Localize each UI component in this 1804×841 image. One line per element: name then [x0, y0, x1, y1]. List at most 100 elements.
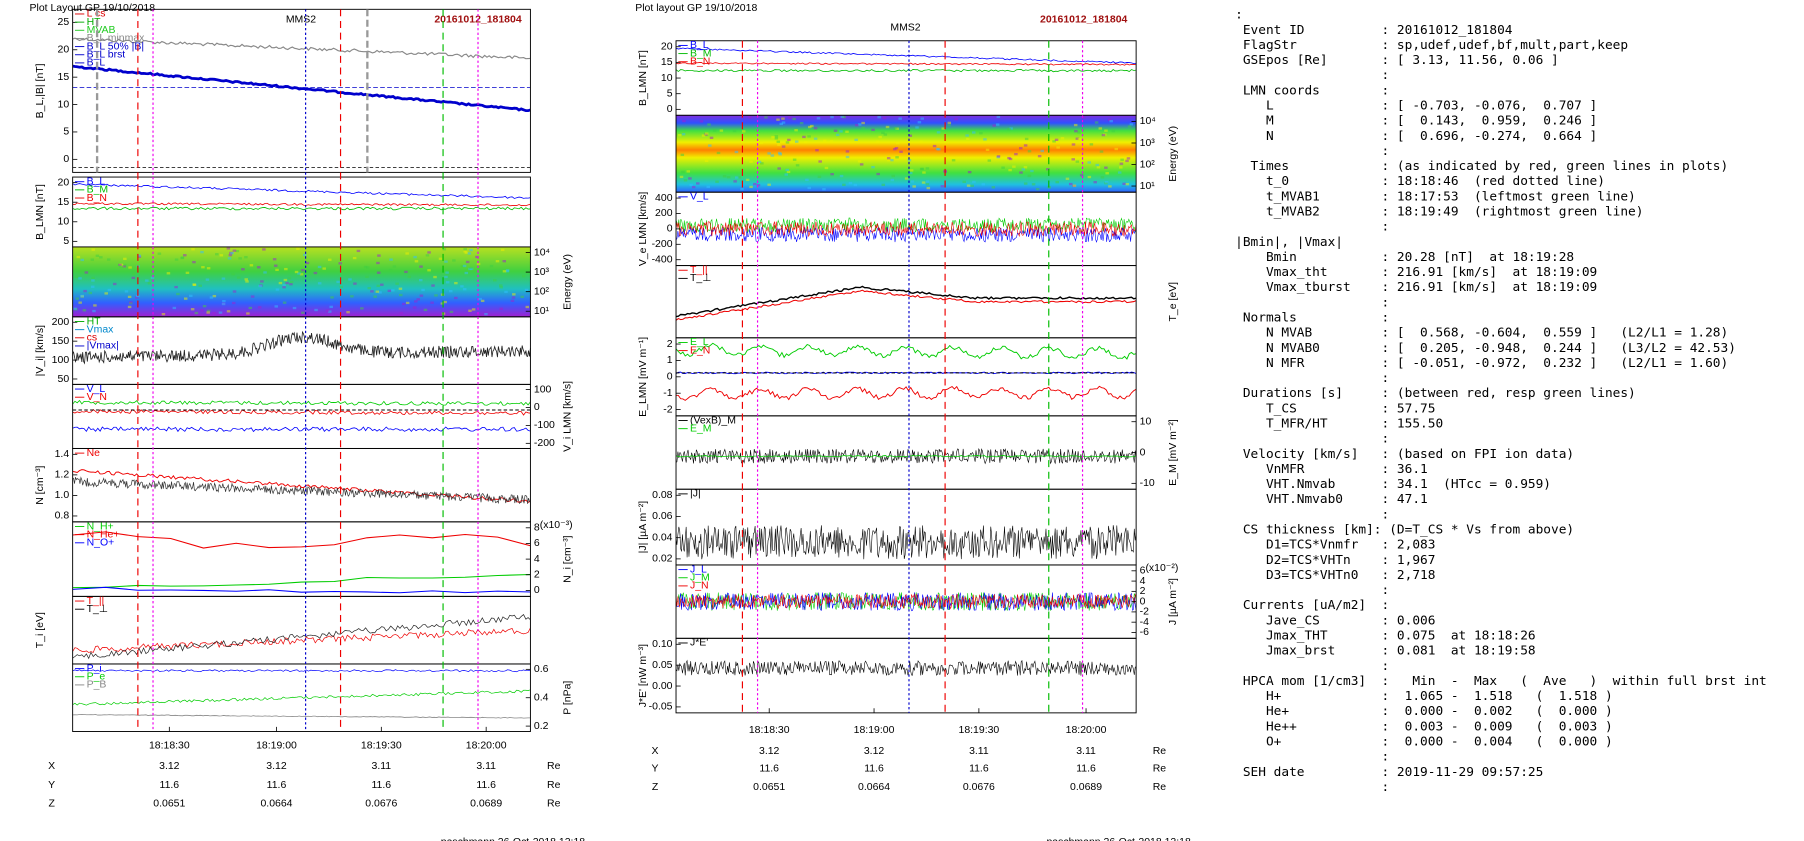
spectrogram-texture	[421, 288, 425, 292]
y-tick-label: 2	[667, 339, 673, 350]
spectrogram-texture	[84, 271, 89, 274]
spectrogram-texture	[449, 289, 453, 293]
spectrogram-texture	[273, 264, 278, 267]
spectrogram-texture	[1068, 182, 1073, 186]
spectrogram-texture	[770, 154, 775, 157]
spectrogram-texture	[894, 146, 899, 150]
spectrogram-texture	[848, 181, 853, 185]
y-tick-label: 25	[57, 17, 69, 28]
spectrogram-texture	[861, 126, 865, 130]
orbit-value: 11.6	[759, 764, 779, 775]
spectrogram-texture	[954, 118, 958, 121]
spectrogram-texture	[745, 178, 750, 182]
spectrogram-texture	[947, 123, 951, 127]
orbit-unit: Re	[1153, 764, 1167, 775]
spectrogram-texture	[391, 289, 395, 292]
plot-header: Plot layout GP 19/10/2018	[635, 3, 757, 14]
spectrogram-texture	[779, 122, 784, 126]
info-line: :	[1235, 583, 1389, 598]
spectrogram-texture	[1089, 143, 1094, 146]
spectrogram-texture	[799, 122, 804, 125]
y-tick-label: 0.4	[534, 692, 549, 703]
y-tick-label: 15	[57, 72, 69, 83]
spectrogram-texture	[75, 297, 79, 300]
y-axis-label: |V_i| [km/s]	[35, 325, 46, 376]
orbit-value: 3.12	[759, 746, 780, 757]
info-line: |Bmin|, |Vmax|	[1235, 235, 1343, 250]
spectrogram-texture	[785, 141, 790, 144]
info-line: Event ID : 20161012_181804	[1235, 23, 1513, 38]
orbit-name: X	[652, 746, 659, 757]
spectrogram-texture	[510, 299, 515, 302]
legend-label: MVAB	[87, 25, 116, 36]
spectrogram-texture	[881, 183, 886, 186]
spectrogram-texture	[1031, 183, 1036, 186]
spectrogram-texture	[1079, 174, 1084, 177]
spectrogram-texture	[74, 275, 79, 278]
spectrogram-texture	[749, 160, 753, 163]
orbit-value: 0.0651	[153, 798, 185, 809]
legend-label: V_N	[87, 392, 107, 403]
spectrogram-texture	[920, 117, 925, 120]
y-axis-label: E_M [mV m⁻²]	[1168, 419, 1179, 486]
spectrogram-texture	[454, 281, 458, 285]
spectrogram-texture	[709, 136, 714, 139]
spectrogram-texture	[443, 300, 447, 304]
y-tick-label: 5	[63, 127, 69, 138]
spectrogram-texture	[493, 279, 497, 282]
spectrogram-texture	[696, 182, 700, 185]
exponent-note: (x10⁻²)	[1145, 563, 1178, 574]
legend-label: T_||	[87, 596, 105, 607]
spectrogram-texture	[877, 116, 881, 119]
spectrogram-texture	[282, 301, 287, 304]
info-line: Vmax_tht : 216.91 [km/s] at 18:19:09	[1235, 265, 1597, 280]
spectrogram-texture	[419, 265, 423, 268]
panel-frame	[675, 637, 1137, 714]
spectrogram-texture	[119, 265, 123, 268]
legend-label: T_⊥	[87, 604, 108, 615]
probe-name: MMS2	[890, 23, 920, 34]
spectrogram-texture	[91, 279, 95, 282]
spectrogram	[72, 246, 531, 317]
spectrogram-texture	[681, 133, 686, 136]
spectrogram-texture	[278, 281, 283, 285]
spectrogram-texture	[917, 121, 922, 124]
spectrogram-texture	[1093, 181, 1097, 184]
spectrogram-texture	[465, 260, 470, 264]
spectrogram-texture	[161, 312, 166, 316]
spectrogram-texture	[200, 250, 204, 254]
orbit-value: 0.0689	[470, 798, 502, 809]
legend-label: B_L 50% |B|	[87, 41, 144, 52]
trace	[675, 659, 1137, 676]
spectrogram-texture	[788, 116, 792, 119]
panel-frame	[675, 337, 1137, 417]
spectrogram-texture	[774, 135, 779, 138]
trace	[72, 206, 531, 211]
spectrogram-texture	[353, 282, 357, 285]
spectrogram-texture	[784, 173, 789, 176]
spectrogram-texture	[454, 296, 458, 300]
spectrogram-texture	[478, 297, 482, 301]
spectrogram-texture	[895, 156, 899, 159]
spectrogram-texture	[221, 302, 226, 306]
spectrogram-texture	[166, 272, 171, 275]
spectrogram-texture	[1117, 171, 1122, 174]
y-tick-label: 0.02	[652, 554, 673, 565]
spectrogram-texture	[370, 290, 374, 293]
spectrogram-texture	[987, 159, 992, 162]
info-line: Durations [s] : (between red, resp green…	[1235, 386, 1636, 401]
y-tick-label: 20	[661, 41, 673, 52]
spectrogram-texture	[708, 144, 712, 147]
spectrogram-texture	[106, 258, 111, 261]
y-tick-label: 10	[57, 99, 69, 110]
legend-label: E_M	[690, 423, 712, 434]
info-line: :	[1235, 750, 1389, 765]
spectrogram-texture	[1119, 166, 1123, 169]
y-axis-label: N_i [cm⁻³]	[562, 535, 573, 582]
spectrogram-texture	[815, 149, 819, 152]
spectrogram-texture	[336, 280, 340, 284]
y-tick-label: 0.06	[652, 511, 673, 522]
legend-label: P_e	[87, 672, 106, 683]
legend-label: (VexB)_M	[690, 415, 736, 426]
y-axis-label: P [nPa]	[562, 681, 573, 715]
